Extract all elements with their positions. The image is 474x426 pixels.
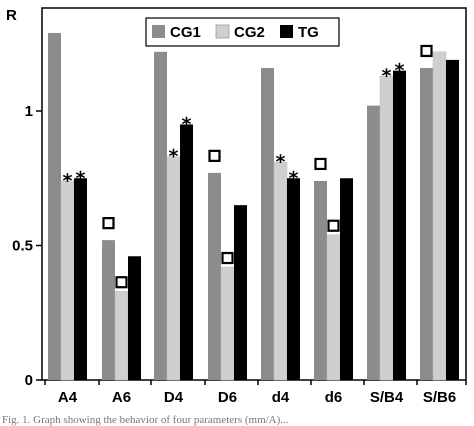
bar-cg1-d4 (154, 51, 167, 380)
y-axis-labels: 00.51 (12, 103, 33, 389)
x-axis-labels: A4 A6 D4 D6 d4 d6 S/B4 S/B6 (58, 389, 456, 406)
bar-cg1-d6 (314, 180, 327, 380)
significance-star: * (169, 146, 179, 168)
significance-square (420, 44, 433, 58)
bar-cg2-d4 (273, 161, 288, 381)
bar-cg1-a6 (102, 240, 115, 380)
bar-cg2-d6 (326, 234, 341, 381)
chart-axes (36, 7, 467, 385)
significance-square (314, 157, 327, 171)
bar-cg2-a6 (114, 290, 129, 381)
bar-tg-d4 (287, 178, 300, 380)
x-tick-label: S/B6 (423, 389, 456, 406)
bar-cg2-sb6 (432, 51, 447, 381)
legend: CG1 CG2 TG (145, 17, 340, 47)
legend-label-tg: TG (298, 24, 319, 41)
plot-frame (41, 7, 467, 381)
x-tick-label: D4 (164, 389, 184, 406)
significance-marks: * ****** * (63, 44, 433, 289)
bar-tg-sb6 (446, 59, 459, 380)
y-tick-label: 1 (25, 103, 33, 120)
x-tick-label: S/B4 (370, 389, 404, 406)
y-tick-label: 0.5 (12, 238, 33, 255)
significance-star: * (276, 151, 286, 173)
bar-tg-a6 (128, 256, 141, 380)
bar-tg-d6 (234, 205, 247, 380)
x-tick-label: d4 (272, 389, 290, 406)
significance-star: * (182, 113, 192, 135)
bar-tg-a4 (74, 178, 87, 380)
x-tick-label: d6 (325, 389, 343, 406)
significance-star: * (289, 167, 299, 189)
legend-swatch-tg (280, 25, 293, 38)
bar-cg1-a4 (48, 32, 61, 381)
legend-swatch-cg1 (152, 25, 165, 38)
bar-cg1-d4 (261, 67, 274, 381)
x-tick-label: A4 (58, 389, 78, 406)
y-axis-title: R (6, 7, 17, 24)
significance-star: * (76, 167, 86, 189)
legend-swatch-cg2 (215, 24, 230, 39)
chart-bars (48, 32, 459, 381)
significance-star: * (382, 65, 392, 87)
significance-star: * (63, 170, 73, 192)
legend-label-cg2: CG2 (234, 24, 265, 41)
legend-box (145, 17, 340, 47)
bar-tg-sb4 (393, 70, 406, 381)
bar-tg-d6 (340, 178, 353, 380)
bar-cg1-d6 (208, 172, 221, 380)
bar-cg1-sb6 (420, 67, 433, 381)
significance-square (208, 149, 221, 162)
significance-square (102, 217, 115, 230)
significance-square (221, 251, 234, 265)
significance-square (115, 276, 128, 289)
bar-cg2-d6 (220, 266, 235, 381)
bar-tg-d4 (180, 124, 193, 380)
y-tick-label: 0 (25, 372, 33, 389)
figure-caption: Fig. 1. Graph showing the behavior of fo… (2, 414, 289, 426)
bar-cg2-d4 (166, 156, 181, 381)
bar-cg2-a4 (60, 180, 75, 381)
significance-star: * (395, 60, 405, 82)
x-tick-label: A6 (112, 389, 131, 406)
x-tick-label: D6 (218, 389, 237, 406)
significance-square (327, 219, 340, 232)
legend-label-cg1: CG1 (170, 24, 201, 41)
bar-cg1-sb4 (367, 105, 380, 381)
bar-cg2-sb4 (379, 75, 394, 381)
